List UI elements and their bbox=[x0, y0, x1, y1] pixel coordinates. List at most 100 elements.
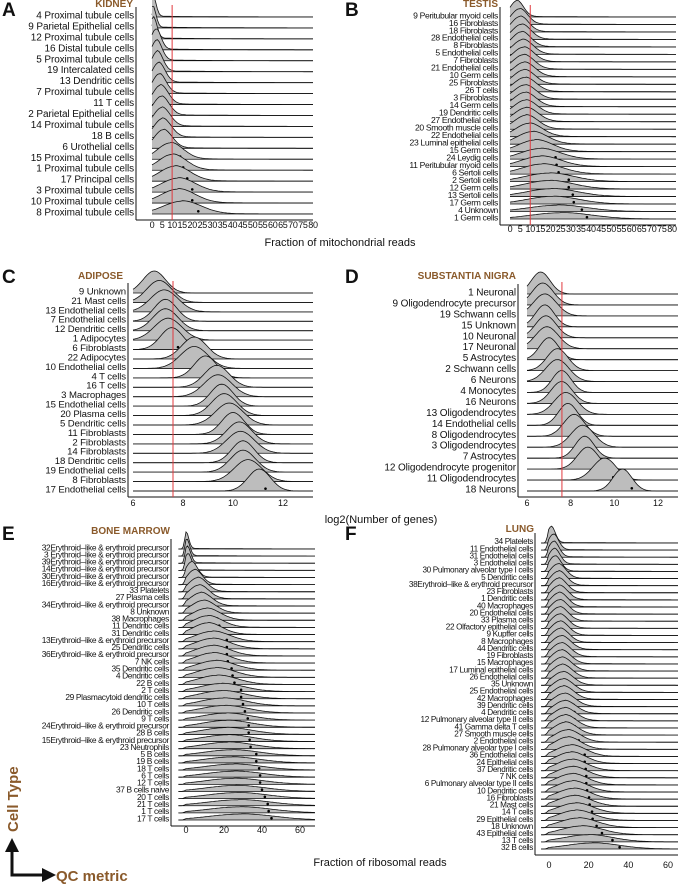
density-fill bbox=[152, 117, 313, 138]
density-fill bbox=[541, 635, 678, 650]
density-fill bbox=[178, 697, 315, 706]
row-label: 2 Fibroblasts bbox=[72, 437, 126, 448]
x-tick-label: 8 bbox=[180, 498, 185, 508]
row-label: 31 Dendritic cells bbox=[112, 628, 170, 638]
median-point bbox=[249, 745, 252, 749]
density-curve bbox=[154, 0, 313, 18]
median-point bbox=[258, 774, 262, 777]
ridge-row: 26 Dendritic cells bbox=[112, 704, 315, 716]
density-fill bbox=[152, 165, 313, 182]
density-fill bbox=[152, 0, 313, 17]
row-label: 37 Dendritic cells bbox=[477, 765, 533, 774]
row-label: 34 Platelets bbox=[494, 537, 533, 546]
row-label: 7 Endothelial cells bbox=[51, 315, 127, 326]
density-fill bbox=[152, 106, 313, 127]
x-tick-label: 60 bbox=[663, 860, 673, 870]
x-tick-label: 10 bbox=[526, 224, 536, 234]
row-label: 28 Pulmonary alveolar type I cells bbox=[422, 744, 533, 753]
row-label: 16 Fibroblasts bbox=[449, 18, 498, 28]
row-label: 19 Schwann cells bbox=[440, 309, 516, 320]
density-fill bbox=[133, 403, 313, 425]
median-point bbox=[243, 709, 247, 713]
density-curve bbox=[178, 784, 316, 792]
row-label: 9 Oligodendrocyte precursor bbox=[393, 298, 517, 309]
row-label: 9 Peritubular myoid cells bbox=[413, 10, 498, 20]
row-label: 1 Neuronal bbox=[468, 288, 516, 299]
x-tick-label: 20 bbox=[188, 220, 198, 230]
median-point bbox=[264, 487, 267, 490]
row-label: 17 Neuronal bbox=[463, 342, 516, 353]
density-fill bbox=[152, 73, 313, 94]
x-tick-label: 65 bbox=[637, 224, 647, 234]
axes-legend: Cell Type QC metric bbox=[5, 766, 128, 885]
density-fill bbox=[527, 414, 678, 437]
row-label: 14 Proximal tubule cells bbox=[31, 120, 134, 131]
row-label: 12 Pulmonary alveolar type II cells bbox=[421, 715, 534, 724]
row-label: 11 Peritubular myoid cells bbox=[409, 160, 498, 170]
density-fill bbox=[510, 172, 676, 182]
row-label: 36 Endothelial cells bbox=[469, 751, 533, 760]
density-fill bbox=[178, 705, 315, 714]
row-label: 14 Fibroblasts bbox=[67, 447, 126, 458]
x-tick-label: 60 bbox=[627, 224, 637, 234]
row-label: 9 T cells bbox=[141, 713, 169, 723]
row-label: 35 Dendritic cells bbox=[112, 663, 170, 673]
row-label: 44 Dendritic cells bbox=[477, 644, 533, 653]
median-point bbox=[254, 759, 258, 763]
median-point bbox=[557, 170, 560, 174]
x-tick-label: 10 bbox=[609, 498, 619, 508]
median-point bbox=[567, 178, 571, 182]
x-tick-label: 5 bbox=[518, 224, 523, 234]
ridge-row: 19 B cells bbox=[136, 756, 315, 766]
x-tick-label: 25 bbox=[198, 220, 208, 230]
ridge-row: 17 Endothelial cells bbox=[45, 468, 313, 495]
density-curve bbox=[178, 770, 315, 778]
median-point bbox=[266, 802, 270, 806]
density-fill bbox=[133, 337, 313, 359]
density-curve bbox=[541, 525, 678, 544]
row-label: 4 Dendritic cells bbox=[481, 708, 533, 717]
ridge-row: 15Erythroid–like & erythroid precursor bbox=[42, 734, 315, 745]
median-point bbox=[230, 667, 233, 670]
density-curve bbox=[178, 777, 315, 785]
median-point bbox=[260, 788, 264, 791]
row-label: 5 Astrocytes bbox=[463, 353, 516, 364]
row-label: 4 Unknown bbox=[458, 205, 498, 215]
row-label: 5 B cells bbox=[140, 749, 169, 759]
row-label: 2 Parietal Epithelial cells bbox=[28, 109, 134, 120]
density-fill bbox=[178, 727, 315, 735]
row-label: 36Erythroid–like & erythroid precursor bbox=[42, 649, 170, 659]
row-label: 33 Plasma cells bbox=[481, 616, 533, 625]
x-tick-label: 0 bbox=[150, 220, 155, 230]
row-label: 30Erythroid–like & erythroid precursor bbox=[42, 571, 170, 581]
row-label: 25 Endothelial cells bbox=[469, 687, 533, 696]
density-curve bbox=[178, 530, 315, 550]
x-tick-label: 10 bbox=[228, 498, 238, 508]
row-label: 15 Unknown bbox=[461, 320, 516, 331]
row-label: 18 Unknown bbox=[491, 822, 534, 831]
density-curve bbox=[178, 792, 315, 799]
row-label: 12 Dendritic cells bbox=[55, 324, 127, 335]
x-tick-label: 80 bbox=[667, 224, 677, 234]
median-point bbox=[567, 185, 571, 189]
row-label: 34Erythroid–like & erythroid precursor bbox=[42, 599, 170, 609]
row-label: 11 Oligodendrocytes bbox=[427, 474, 516, 485]
row-label: 3 Oligodendrocytes bbox=[432, 441, 516, 452]
density-fill bbox=[541, 834, 678, 842]
panel-title: KIDNEY bbox=[95, 0, 133, 10]
ridge-row: 10 T cells bbox=[137, 697, 315, 709]
row-label: 5 Dendritic cells bbox=[481, 573, 533, 582]
legend-cell-type: Cell Type bbox=[5, 766, 22, 832]
row-label: 11 Dendritic cells bbox=[112, 621, 169, 631]
row-label: 26 Endothelial cells bbox=[469, 672, 533, 681]
x-tick-label: 0 bbox=[546, 860, 551, 870]
density-curve bbox=[178, 756, 315, 764]
row-label: 16Erythroid–like & erythroid precursor bbox=[42, 578, 170, 588]
row-label: 14 Endothelial cells bbox=[432, 419, 516, 430]
row-label: 6 Pulmonary alveolar type II cells bbox=[425, 779, 533, 788]
row-label: 10 Dendritic cells bbox=[477, 786, 533, 795]
x-tick-label: 5 bbox=[160, 220, 165, 230]
row-label: 42 Macrophages bbox=[477, 694, 533, 703]
density-fill bbox=[510, 180, 676, 190]
